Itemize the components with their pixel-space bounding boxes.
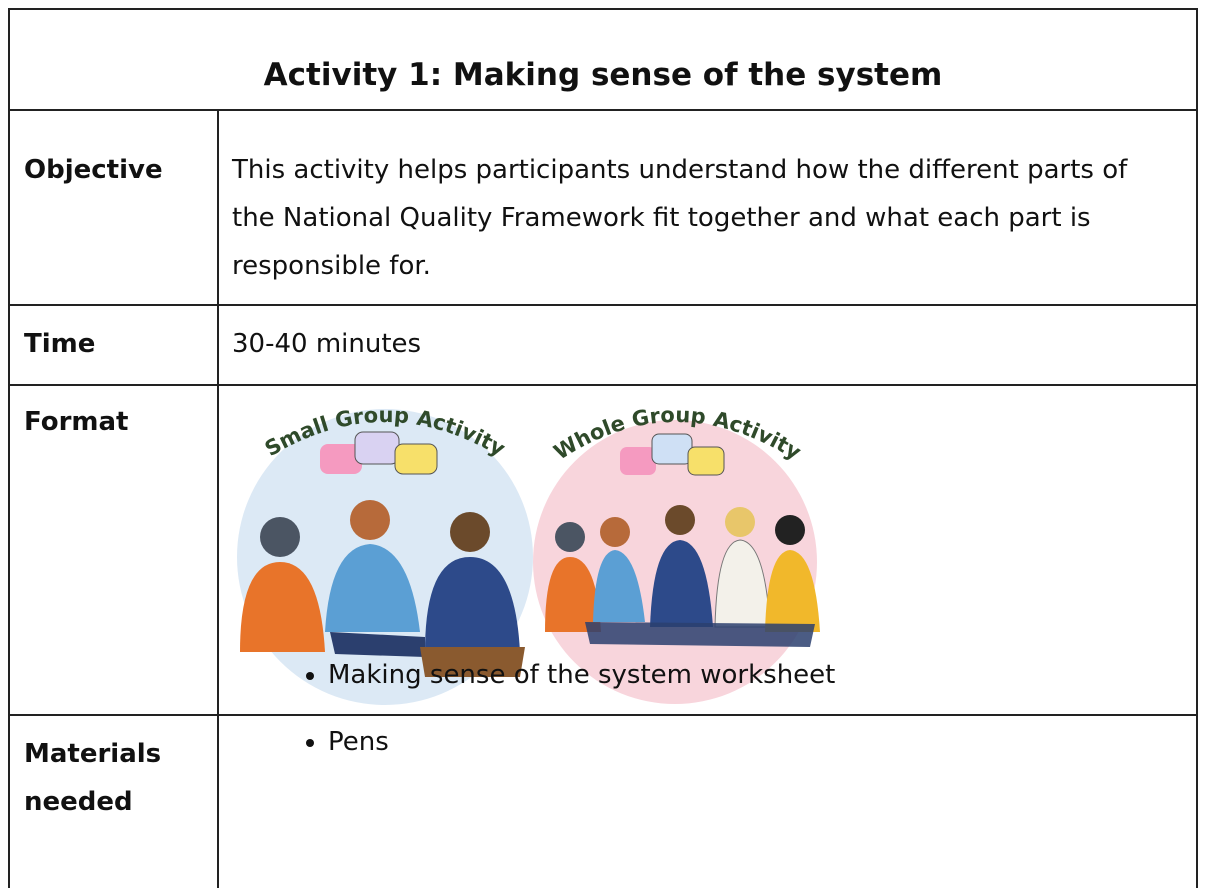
row-text: This activity helps participants underst… bbox=[232, 155, 1128, 281]
table-title: Activity 1: Making sense of the system bbox=[263, 57, 943, 93]
format-illustrations: Small Group Activity Whole Group Activit… bbox=[237, 403, 820, 705]
people bbox=[545, 505, 820, 647]
table-frame bbox=[8, 8, 1198, 888]
row-label: Objective bbox=[24, 155, 163, 185]
row-line bbox=[8, 714, 1198, 716]
materials-list: Making sense of the system worksheet Pen… bbox=[290, 642, 835, 776]
row-line bbox=[8, 384, 1198, 386]
list-item: Pens bbox=[328, 709, 835, 776]
row-line bbox=[8, 109, 1198, 111]
row-label: Materials needed bbox=[24, 739, 162, 817]
speech-bubbles bbox=[620, 433, 725, 476]
speech-bubbles bbox=[320, 431, 438, 475]
row-label: Time bbox=[24, 329, 96, 359]
row-label: Format bbox=[24, 407, 129, 437]
row-text: 30-40 minutes bbox=[232, 329, 422, 359]
column-line bbox=[217, 110, 219, 888]
row-line bbox=[8, 304, 1198, 306]
list-item: Making sense of the system worksheet bbox=[328, 642, 835, 709]
people bbox=[240, 500, 525, 677]
